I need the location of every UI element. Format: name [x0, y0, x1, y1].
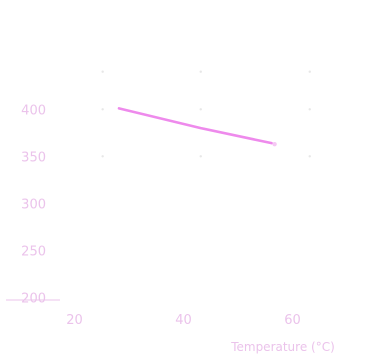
grid-dot	[101, 155, 103, 157]
series	[119, 108, 277, 146]
y-tick-label: 300	[21, 197, 46, 212]
x-tick-label: 60	[284, 313, 301, 328]
x-axis-title: Temperature (°C)	[230, 340, 335, 354]
series-line	[119, 108, 272, 143]
grid-dot	[200, 155, 202, 157]
grid	[101, 71, 310, 158]
x-tick-label: 40	[175, 313, 192, 328]
grid-dot	[101, 71, 103, 73]
y-tick-labels: 200 250 300 350 400	[21, 103, 46, 306]
y-tick-label: 400	[21, 103, 46, 118]
data-point	[272, 142, 276, 146]
grid-dot	[200, 71, 202, 73]
grid-dot	[200, 108, 202, 110]
y-tick-label: 200	[21, 291, 46, 306]
grid-dot	[309, 155, 311, 157]
x-tick-labels: 20 40 60	[66, 313, 301, 328]
x-tick-label: 20	[66, 313, 83, 328]
grid-dot	[309, 108, 311, 110]
grid-dot	[101, 108, 103, 110]
y-tick-label: 250	[21, 244, 46, 259]
grid-dot	[309, 71, 311, 73]
y-tick-label: 350	[21, 150, 46, 165]
